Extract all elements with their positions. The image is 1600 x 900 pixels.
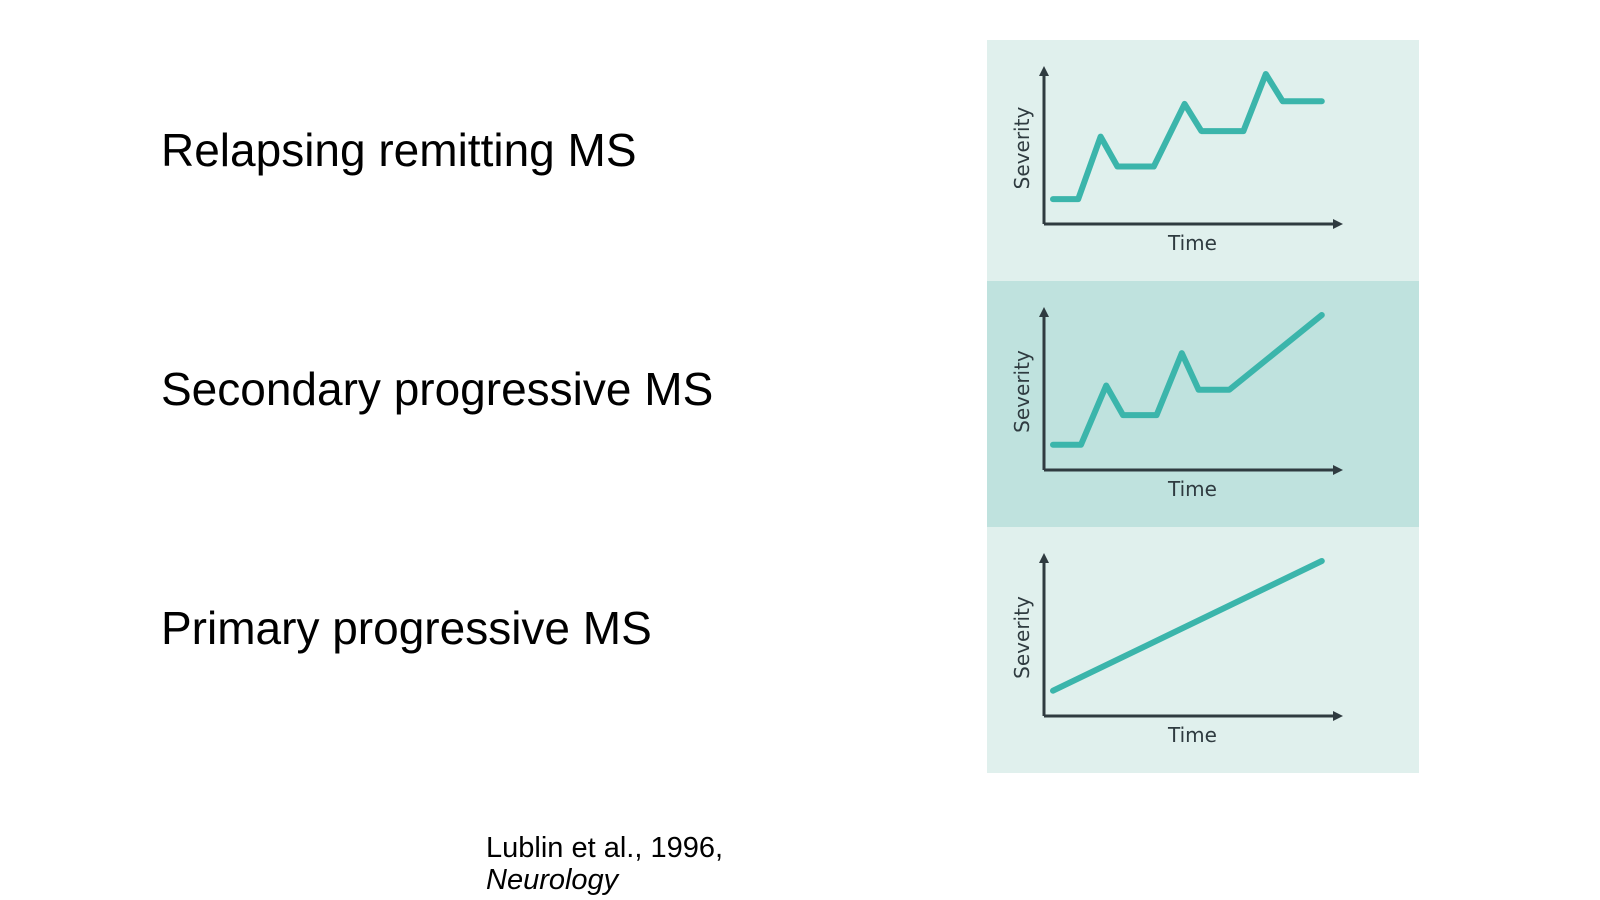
x-axis-label: Time bbox=[1167, 723, 1217, 747]
label-relapsing-remitting: Relapsing remitting MS bbox=[161, 124, 637, 176]
y-axis-arrow-icon bbox=[1039, 307, 1049, 317]
y-axis-label: Severity bbox=[1010, 107, 1034, 190]
chart-panel-primary-progressive: Time Severity bbox=[987, 527, 1419, 773]
series-line-0 bbox=[1050, 558, 1325, 694]
chart-panel-secondary-progressive: Time Severity bbox=[987, 281, 1419, 527]
x-axis-label: Time bbox=[1167, 231, 1217, 255]
x-axis-arrow-icon bbox=[1333, 219, 1343, 229]
chart-secondary-progressive: Time Severity bbox=[1010, 307, 1343, 501]
x-axis-arrow-icon bbox=[1333, 711, 1343, 721]
citation-authors: Lublin et al., 1996, bbox=[486, 832, 724, 864]
citation-journal: Neurology bbox=[486, 864, 619, 896]
x-axis-arrow-icon bbox=[1333, 465, 1343, 475]
citation: Lublin et al., 1996, Neurology bbox=[486, 832, 723, 896]
label-primary-progressive: Primary progressive MS bbox=[161, 602, 652, 654]
y-axis-label: Severity bbox=[1010, 350, 1034, 433]
y-axis-arrow-icon bbox=[1039, 66, 1049, 76]
series-line-0 bbox=[1050, 71, 1325, 203]
label-secondary-progressive: Secondary progressive MS bbox=[161, 363, 714, 415]
chart-panel-relapsing-remitting: Time Severity bbox=[987, 40, 1419, 281]
y-axis-arrow-icon bbox=[1039, 553, 1049, 563]
x-axis-label: Time bbox=[1167, 477, 1217, 501]
chart-relapsing-remitting: Time Severity bbox=[1010, 66, 1343, 255]
chart-primary-progressive: Time Severity bbox=[1010, 553, 1343, 747]
series-line-0 bbox=[1050, 312, 1325, 448]
y-axis-label: Severity bbox=[1010, 596, 1034, 679]
